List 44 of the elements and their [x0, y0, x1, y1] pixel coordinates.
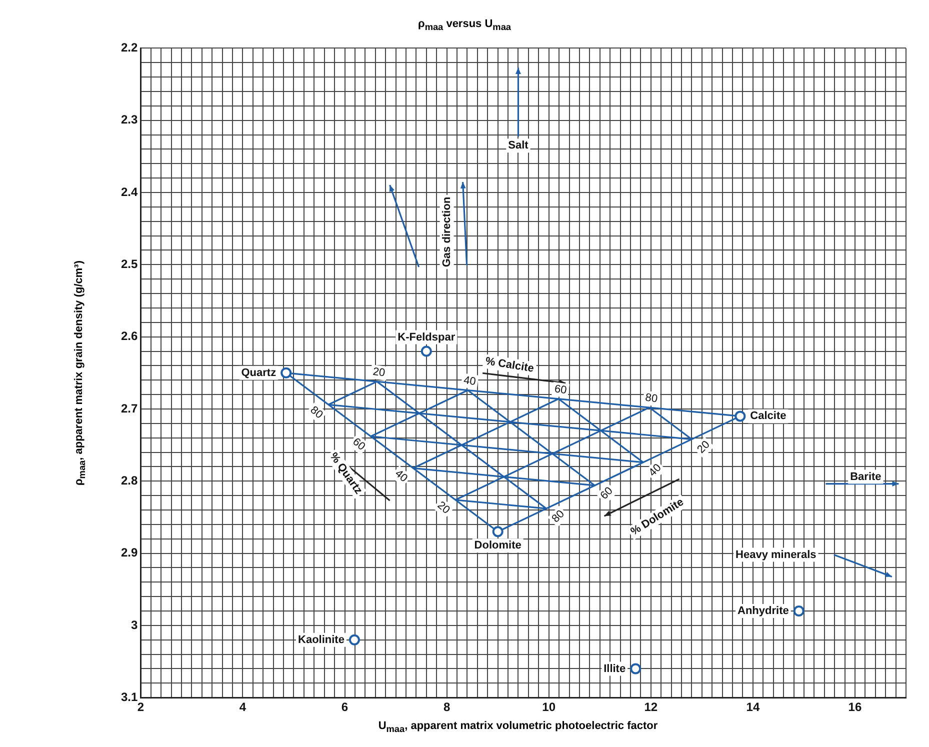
series-label: Dolomite	[474, 540, 522, 552]
annotation: 60	[350, 436, 368, 453]
annotation: 40	[646, 462, 664, 479]
annotation: Heavy minerals	[736, 548, 816, 561]
series-label: K-Feldspar	[398, 331, 456, 344]
series-label: Anhydrite	[738, 605, 789, 618]
x-tick-label: 2	[137, 700, 144, 714]
annotation: 40	[462, 374, 477, 388]
y-tick-label: 2.9	[120, 546, 138, 560]
annotation: Gas direction	[440, 196, 453, 268]
x-tick-label: 10	[542, 700, 556, 714]
y-tick-label: 3.1	[120, 690, 138, 704]
y-tick-label: 2.4	[120, 184, 138, 199]
y-tick-label: 2.7	[120, 401, 138, 416]
y-tick-label: 2.2	[120, 40, 138, 55]
chart-title: ρ$_{maa}$ versus U$_{maa}$	[417, 18, 512, 32]
y-tick-label: 2.6	[120, 329, 138, 344]
y-tick-label: 2.8	[120, 473, 138, 488]
x-tick-label: 8	[443, 700, 450, 714]
x-tick-label: 12	[644, 700, 658, 714]
series-label: Calcite	[750, 410, 786, 422]
annotation: 80	[308, 404, 325, 422]
annotation: 80	[550, 508, 567, 526]
x-tick-label: 16	[848, 700, 862, 714]
y-tick-label: 3	[130, 618, 138, 632]
series-label: Kaolinite	[298, 634, 344, 646]
y-tick-label: 2.3	[120, 112, 138, 127]
annotation: 60	[554, 383, 568, 397]
annotation: 20	[372, 366, 386, 380]
annotation: 40	[392, 468, 410, 485]
x-tick-label: 4	[239, 700, 246, 714]
x-tick-label: 14	[746, 700, 760, 714]
series-label: Illite	[604, 662, 626, 675]
annotation: 80	[644, 392, 658, 406]
annotation: Barite	[850, 470, 882, 483]
annotation: % Calcite	[484, 355, 535, 375]
annotation: 60	[598, 484, 616, 502]
annotation: 20	[695, 438, 712, 456]
series-label: Quartz	[241, 366, 277, 379]
annotation: Salt	[508, 140, 529, 152]
y-tick-label: 2.5	[120, 256, 138, 271]
annotation: 20	[434, 499, 452, 516]
x-tick-label: 6	[341, 700, 348, 714]
x-axis-title: U$_{maa}$, apparent matrix volumetric photoelectric factor	[377, 720, 659, 734]
